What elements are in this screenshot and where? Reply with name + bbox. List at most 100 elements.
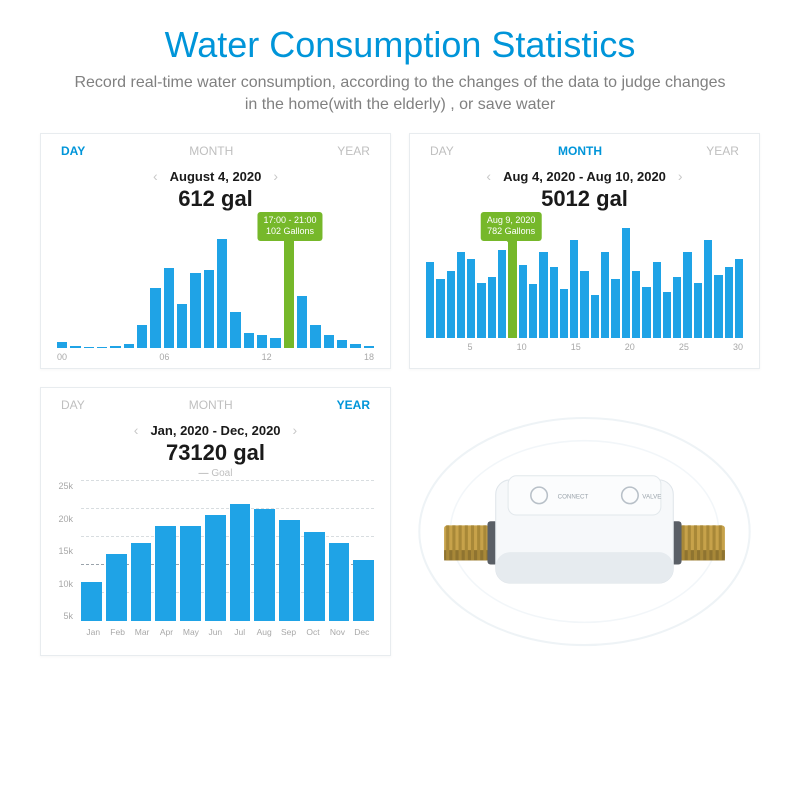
chevron-right-icon[interactable]: › — [273, 168, 278, 184]
day-tooltip: 17:00 - 21:00 102 Gallons — [257, 212, 322, 241]
bar[interactable] — [673, 277, 681, 338]
bar[interactable] — [350, 344, 360, 348]
bar[interactable] — [57, 342, 67, 349]
tab-year[interactable]: YEAR — [337, 144, 370, 158]
tab-day[interactable]: DAY — [430, 144, 454, 158]
bar[interactable] — [632, 271, 640, 338]
bar[interactable] — [683, 252, 691, 338]
axis-tick: 20k — [53, 514, 73, 524]
bar[interactable] — [550, 267, 558, 338]
page-title: Water Consumption Statistics — [40, 24, 760, 66]
bar[interactable] — [601, 252, 609, 338]
bar[interactable] — [110, 346, 120, 349]
bar[interactable] — [353, 560, 374, 622]
bar[interactable] — [642, 287, 650, 338]
bar[interactable] — [164, 268, 174, 349]
axis-tick: Aug — [252, 627, 276, 637]
bar[interactable] — [217, 239, 227, 348]
bar[interactable] — [725, 267, 733, 338]
bar[interactable] — [131, 543, 152, 621]
bar[interactable] — [70, 346, 80, 349]
axis-tick: Apr — [154, 627, 178, 637]
bar[interactable] — [204, 270, 214, 348]
bar[interactable] — [488, 277, 496, 338]
bar[interactable] — [539, 252, 547, 338]
bar[interactable] — [498, 250, 506, 338]
bar[interactable] — [310, 325, 320, 348]
tab-year[interactable]: YEAR — [337, 398, 370, 412]
bar[interactable] — [97, 347, 107, 348]
bar[interactable] — [611, 279, 619, 338]
bar[interactable] — [205, 515, 226, 621]
bar[interactable] — [529, 284, 537, 338]
bar[interactable] — [270, 338, 280, 348]
bar[interactable] — [591, 295, 599, 338]
bar[interactable] — [447, 271, 455, 338]
bar[interactable] — [653, 262, 661, 338]
bar[interactable] — [735, 259, 743, 339]
bar[interactable] — [180, 526, 201, 621]
tab-month[interactable]: MONTH — [189, 144, 233, 158]
bar[interactable] — [704, 240, 712, 338]
bar[interactable] — [426, 262, 434, 338]
day-chart: 17:00 - 21:00 102 Gallons 00061218 — [53, 218, 378, 362]
tab-month[interactable]: MONTH — [558, 144, 602, 158]
bar[interactable] — [457, 252, 465, 338]
axis-tick: 5 — [468, 342, 473, 352]
bar[interactable] — [230, 312, 240, 348]
bar[interactable] — [137, 325, 147, 348]
bar[interactable] — [124, 344, 134, 348]
bar[interactable] — [663, 292, 671, 339]
bar[interactable] — [244, 333, 254, 349]
bar[interactable] — [329, 543, 350, 621]
page-subtitle: Record real-time water consumption, acco… — [70, 72, 730, 115]
chevron-right-icon[interactable]: › — [678, 168, 683, 184]
bar[interactable] — [622, 228, 630, 338]
bar[interactable] — [155, 526, 176, 621]
bar[interactable] — [81, 582, 102, 621]
chevron-left-icon[interactable]: ‹ — [486, 168, 491, 184]
chevron-left-icon[interactable]: ‹ — [153, 168, 158, 184]
axis-tick: 06 — [159, 352, 169, 362]
axis-tick: 15 — [571, 342, 581, 352]
bar[interactable] — [436, 279, 444, 338]
cards-grid: DAY MONTH YEAR ‹ August 4, 2020 › 612 ga… — [40, 133, 760, 655]
axis-tick: Feb — [105, 627, 129, 637]
bar[interactable] — [230, 504, 251, 622]
tab-day[interactable]: DAY — [61, 144, 85, 158]
bar[interactable] — [714, 275, 722, 339]
bar[interactable] — [254, 509, 275, 621]
chevron-left-icon[interactable]: ‹ — [134, 422, 139, 438]
bar[interactable] — [106, 554, 127, 621]
bar[interactable] — [477, 283, 485, 338]
axis-tick: 12 — [262, 352, 272, 362]
device-image: CONNECT VALVE — [409, 387, 760, 655]
tab-day[interactable]: DAY — [61, 398, 85, 412]
axis-tick: Dec — [350, 627, 374, 637]
bar[interactable] — [519, 265, 527, 338]
bar[interactable] — [580, 271, 588, 338]
bar[interactable] — [279, 520, 300, 621]
bar[interactable] — [337, 340, 347, 348]
tab-year[interactable]: YEAR — [706, 144, 739, 158]
bar[interactable] — [560, 289, 568, 338]
bar[interactable] — [570, 240, 578, 338]
bar[interactable] — [694, 283, 702, 338]
axis-tick: 25 — [679, 342, 689, 352]
bar[interactable] — [150, 288, 160, 348]
axis-tick: 20 — [625, 342, 635, 352]
bar[interactable] — [257, 335, 267, 348]
bar[interactable] — [364, 346, 374, 349]
day-total-value: 612 gal — [53, 186, 378, 212]
chevron-right-icon[interactable]: › — [293, 422, 298, 438]
bar[interactable] — [297, 296, 307, 348]
bar[interactable] — [324, 335, 334, 348]
axis-tick: 25k — [53, 481, 73, 491]
tab-month[interactable]: MONTH — [189, 398, 233, 412]
bar[interactable] — [467, 259, 475, 339]
bar[interactable] — [304, 532, 325, 622]
bar[interactable] — [190, 273, 200, 348]
bar[interactable] — [177, 304, 187, 348]
axis-tick: 5k — [53, 611, 73, 621]
bar[interactable] — [84, 347, 94, 348]
